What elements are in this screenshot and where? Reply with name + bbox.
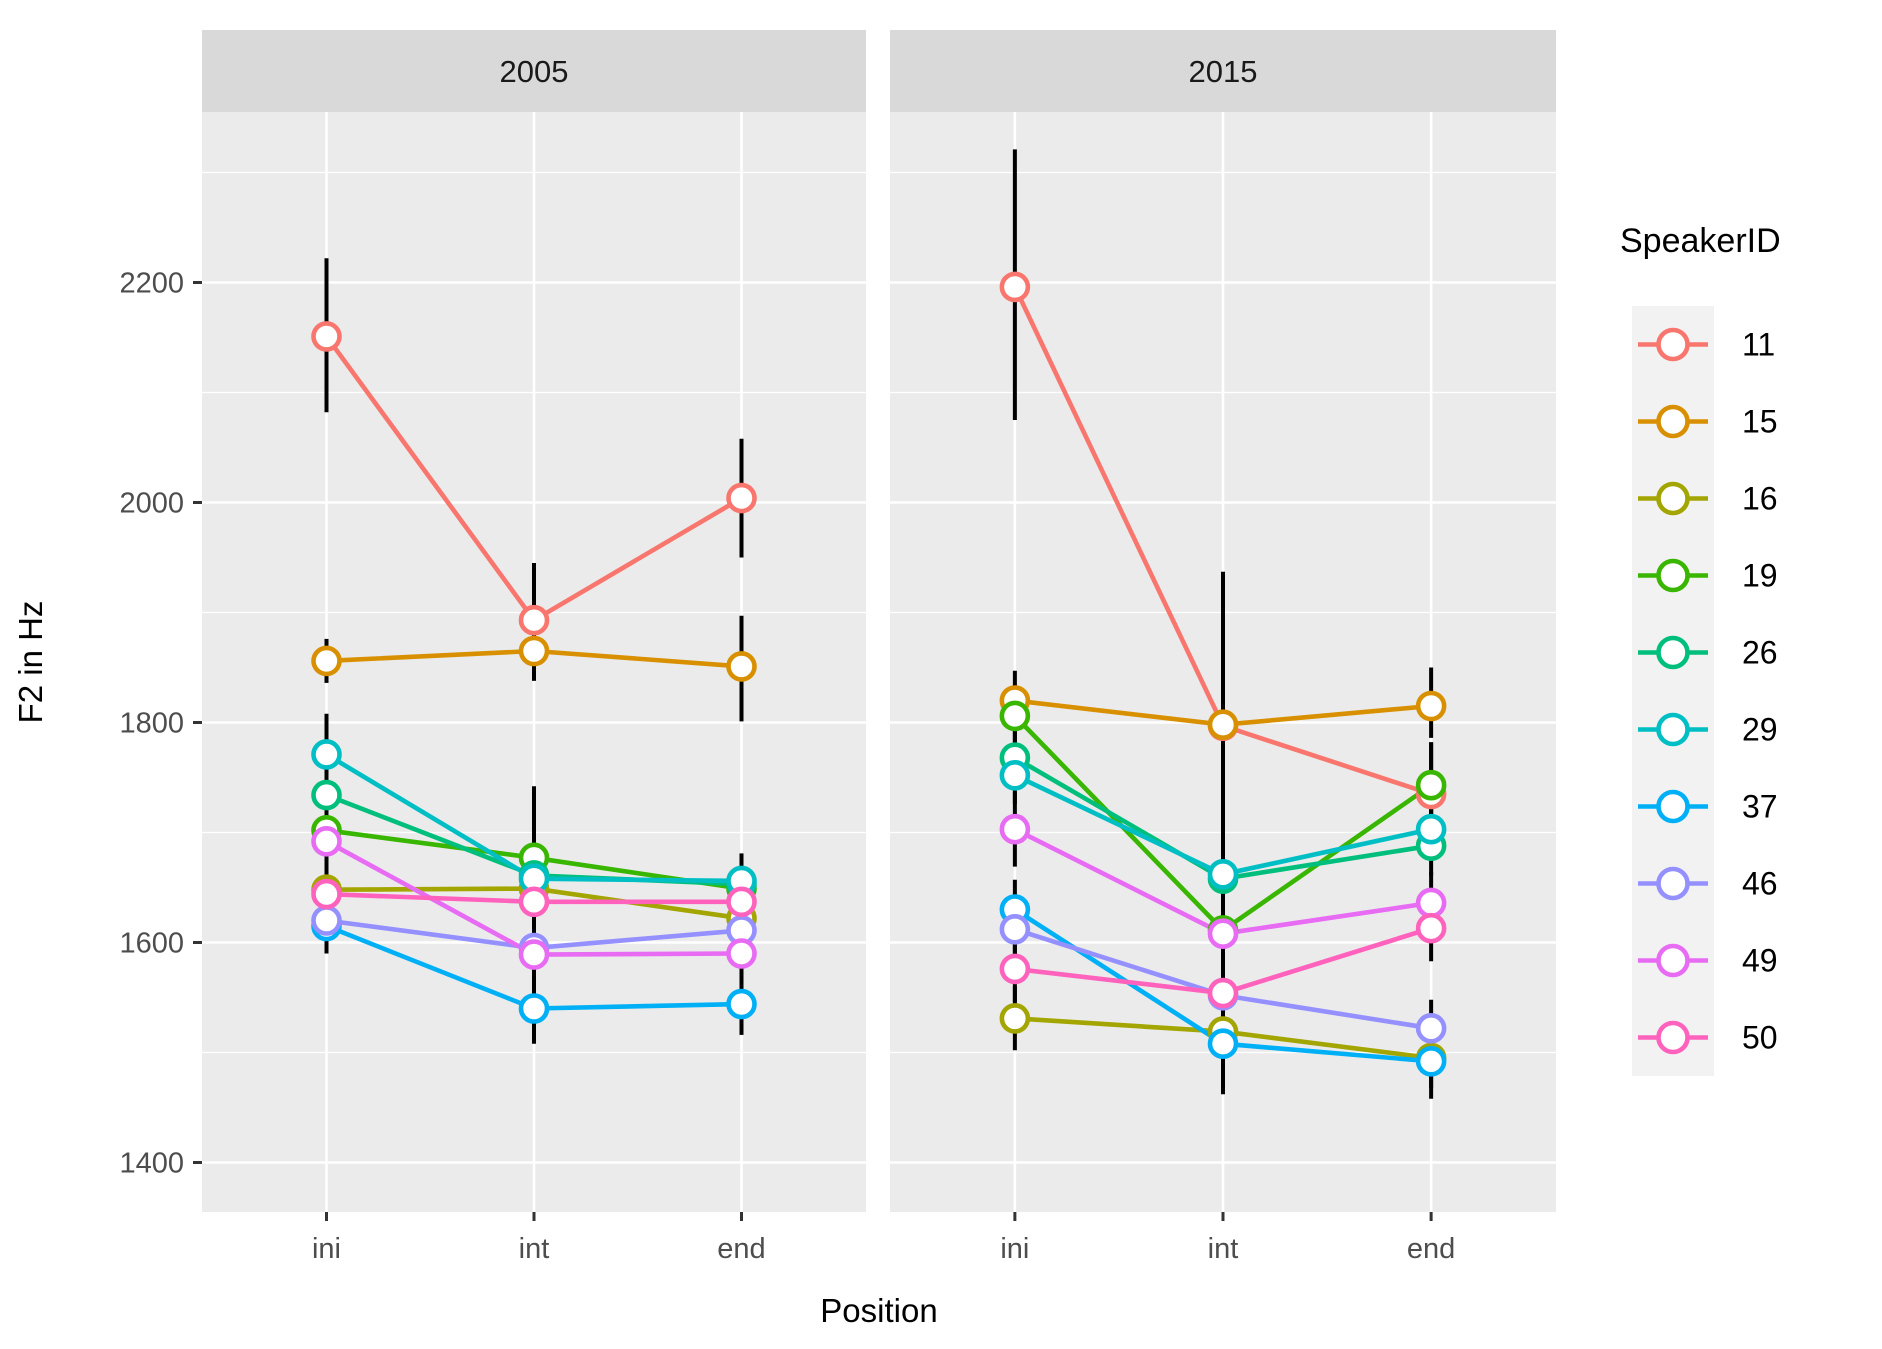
facet-strip bbox=[890, 30, 1556, 112]
data-point-19 bbox=[1415, 769, 1447, 801]
data-point-50 bbox=[1207, 977, 1239, 1009]
y-tick-label: 1800 bbox=[119, 708, 184, 740]
data-point-15 bbox=[311, 645, 342, 677]
data-point-37 bbox=[518, 993, 550, 1024]
legend-label: 29 bbox=[1742, 712, 1778, 748]
y-tick-label: 1400 bbox=[119, 1148, 184, 1180]
legend-key-point bbox=[1656, 327, 1690, 362]
legend-label: 49 bbox=[1742, 943, 1778, 979]
data-point-29 bbox=[1207, 858, 1239, 890]
x-tick-label: ini bbox=[312, 1233, 341, 1265]
facet-strip bbox=[202, 30, 866, 112]
axes: 1400 1600 1800 2000 2200 ini int end ini int end bbox=[119, 268, 1455, 1266]
legend-label: 26 bbox=[1742, 635, 1778, 671]
data-point-29 bbox=[999, 759, 1031, 791]
data-point-29 bbox=[1415, 813, 1447, 845]
data-point-16 bbox=[999, 1003, 1031, 1034]
legend-title: SpeakerID bbox=[1620, 222, 1781, 260]
data-point-15 bbox=[726, 651, 757, 682]
legend-key-point bbox=[1656, 558, 1690, 593]
data-point-50 bbox=[518, 886, 550, 918]
legend-key-point bbox=[1656, 943, 1690, 978]
data-point-37 bbox=[1207, 1028, 1239, 1059]
legend-key-point bbox=[1656, 1020, 1690, 1055]
data-point-49 bbox=[999, 813, 1031, 845]
data-point-49 bbox=[518, 939, 550, 970]
data-point-46 bbox=[999, 913, 1031, 945]
legend-key-point bbox=[1656, 481, 1690, 516]
data-point-46 bbox=[311, 905, 342, 936]
legend-key-point bbox=[1656, 866, 1690, 901]
data-point-15 bbox=[518, 635, 550, 667]
data-point-49 bbox=[311, 825, 342, 857]
legend-key-point bbox=[1656, 789, 1690, 824]
legend-label: 46 bbox=[1742, 866, 1778, 902]
data-point-37 bbox=[1415, 1046, 1447, 1077]
data-point-11 bbox=[999, 271, 1031, 303]
facet-strips: 2005 2015 bbox=[202, 30, 1556, 112]
legend-key-point bbox=[1656, 635, 1690, 670]
legend-label: 15 bbox=[1742, 404, 1778, 440]
data-point-46 bbox=[1415, 1013, 1447, 1044]
data-point-49 bbox=[1415, 887, 1447, 919]
data-point-29 bbox=[311, 739, 342, 770]
legend: 11 15 16 19 26 29 37 46 49 50 bbox=[1632, 306, 1778, 1076]
legend-label: 50 bbox=[1742, 1020, 1778, 1056]
data-point-19 bbox=[999, 700, 1031, 732]
data-point-26 bbox=[311, 779, 342, 811]
legend-key-point bbox=[1656, 712, 1690, 747]
y-tick-label: 2200 bbox=[119, 268, 184, 300]
data-point-50 bbox=[311, 878, 342, 910]
x-tick-label: end bbox=[717, 1233, 765, 1265]
legend-key-point bbox=[1656, 404, 1690, 439]
data-point-11 bbox=[518, 604, 550, 636]
x-tick-label: int bbox=[1208, 1233, 1239, 1265]
data-point-49 bbox=[726, 938, 757, 969]
legend-label: 19 bbox=[1742, 558, 1778, 594]
y-tick-label: 2000 bbox=[119, 488, 184, 520]
x-axis-title: Position bbox=[820, 1292, 937, 1329]
data-point-37 bbox=[726, 988, 757, 1020]
x-tick-label: end bbox=[1407, 1233, 1455, 1265]
data-point-50 bbox=[726, 886, 757, 918]
data-point-11 bbox=[311, 321, 342, 352]
legend-label: 16 bbox=[1742, 481, 1778, 517]
data-series bbox=[311, 149, 1447, 1099]
data-point-50 bbox=[999, 953, 1031, 985]
data-point-49 bbox=[1207, 918, 1239, 950]
data-point-11 bbox=[726, 482, 757, 514]
y-tick-label: 1600 bbox=[119, 928, 184, 960]
data-point-50 bbox=[1415, 912, 1447, 944]
facet-label: 2005 bbox=[500, 54, 569, 89]
data-point-15 bbox=[1207, 709, 1239, 741]
legend-label: 37 bbox=[1742, 789, 1778, 825]
x-tick-label: int bbox=[519, 1233, 550, 1265]
data-point-15 bbox=[1415, 690, 1447, 722]
legend-label: 11 bbox=[1742, 327, 1775, 363]
facet-label: 2015 bbox=[1189, 54, 1258, 89]
x-tick-label: ini bbox=[1000, 1233, 1029, 1265]
y-axis-title: F2 in Hz bbox=[12, 601, 49, 724]
